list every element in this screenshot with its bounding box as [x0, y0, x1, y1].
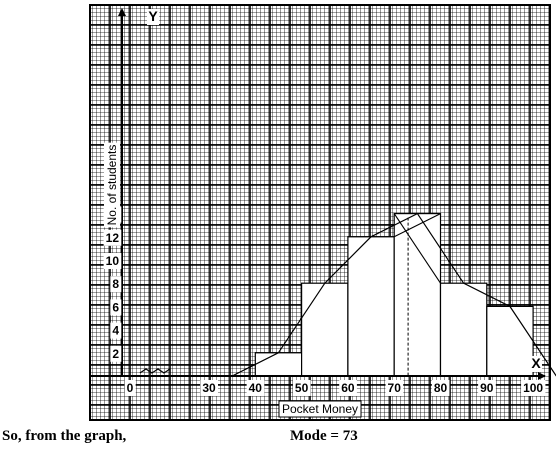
x-axis-break	[139, 368, 171, 374]
y-axis-letter: Y	[148, 8, 158, 24]
x-tick-label-90: 90	[480, 381, 494, 395]
y-tick-label-12: 12	[106, 231, 120, 245]
x-tick-label-80: 80	[434, 381, 448, 395]
y-axis-title-bg	[104, 142, 120, 228]
x-tick-label-100-bg	[521, 380, 546, 396]
axes	[90, 8, 546, 380]
x-axis-title-box	[278, 400, 362, 418]
x-tick-label-50: 50	[295, 381, 309, 395]
x-tick-label-60: 60	[341, 381, 355, 395]
y-tick-label-2-bg	[110, 345, 122, 362]
x-tick-label-70-bg	[385, 380, 404, 396]
x-tick-label-90-bg	[478, 380, 496, 396]
y-tick-label-8: 8	[112, 277, 119, 291]
bar-90-100	[486, 305, 534, 377]
mode-cross-line-2	[393, 213, 441, 238]
frequency-polygon	[231, 212, 556, 377]
x-tick-label-70: 70	[388, 381, 402, 395]
y-tick-label-2: 2	[112, 347, 119, 361]
x-tick-label-0-bg	[124, 380, 136, 396]
y-tick-label-6-bg	[110, 299, 122, 316]
y-tick-label-4-bg	[110, 322, 122, 339]
y-axis-arrow	[118, 8, 126, 16]
y-tick-label-10: 10	[106, 254, 120, 268]
y-axis-letter-bg	[146, 9, 160, 25]
bar-50-60	[301, 282, 349, 377]
x-tick-label-80-bg	[431, 380, 450, 396]
caption-mode-result: Mode = 73	[290, 428, 358, 444]
mode-construction-lines	[231, 212, 556, 377]
x-tick-label-30: 30	[202, 381, 216, 395]
y-axis-title-group: No. of students	[104, 142, 120, 228]
x-axis-arrow	[538, 372, 546, 380]
bar-60-70	[347, 236, 395, 377]
x-tick-label-40: 40	[249, 381, 263, 395]
y-axis-title: No. of students	[105, 145, 119, 226]
mode-cross-line-1	[393, 213, 441, 284]
x-tick-label-60-bg	[339, 380, 357, 396]
y-tick-label-12-bg	[103, 229, 122, 246]
x-axis-title: Pocket Money	[282, 402, 358, 416]
x-axis-letter: X	[531, 355, 541, 371]
grid-border	[89, 4, 551, 421]
x-axis-letter-bg	[529, 356, 543, 372]
x-tick-label-30-bg	[200, 380, 218, 396]
bar-80-90	[439, 282, 488, 377]
y-tick-label-4: 4	[112, 324, 119, 338]
x-tick-label-40-bg	[246, 380, 265, 396]
histogram-chart: 0304050607080901002468101214XYPocket Mon…	[89, 4, 556, 421]
histogram-bars	[254, 213, 534, 377]
bar-40-50	[254, 352, 303, 377]
y-tick-label-10-bg	[103, 253, 122, 269]
caption-from-graph: So, from the graph,	[2, 428, 127, 444]
y-tick-label-8-bg	[110, 276, 122, 293]
x-tick-label-50-bg	[292, 380, 311, 396]
y-tick-label-6: 6	[112, 300, 119, 314]
axis-labels: 0304050607080901002468101214XYPocket Mon…	[103, 8, 546, 418]
x-tick-label-100: 100	[523, 381, 543, 395]
x-tick-label-0: 0	[127, 381, 134, 395]
